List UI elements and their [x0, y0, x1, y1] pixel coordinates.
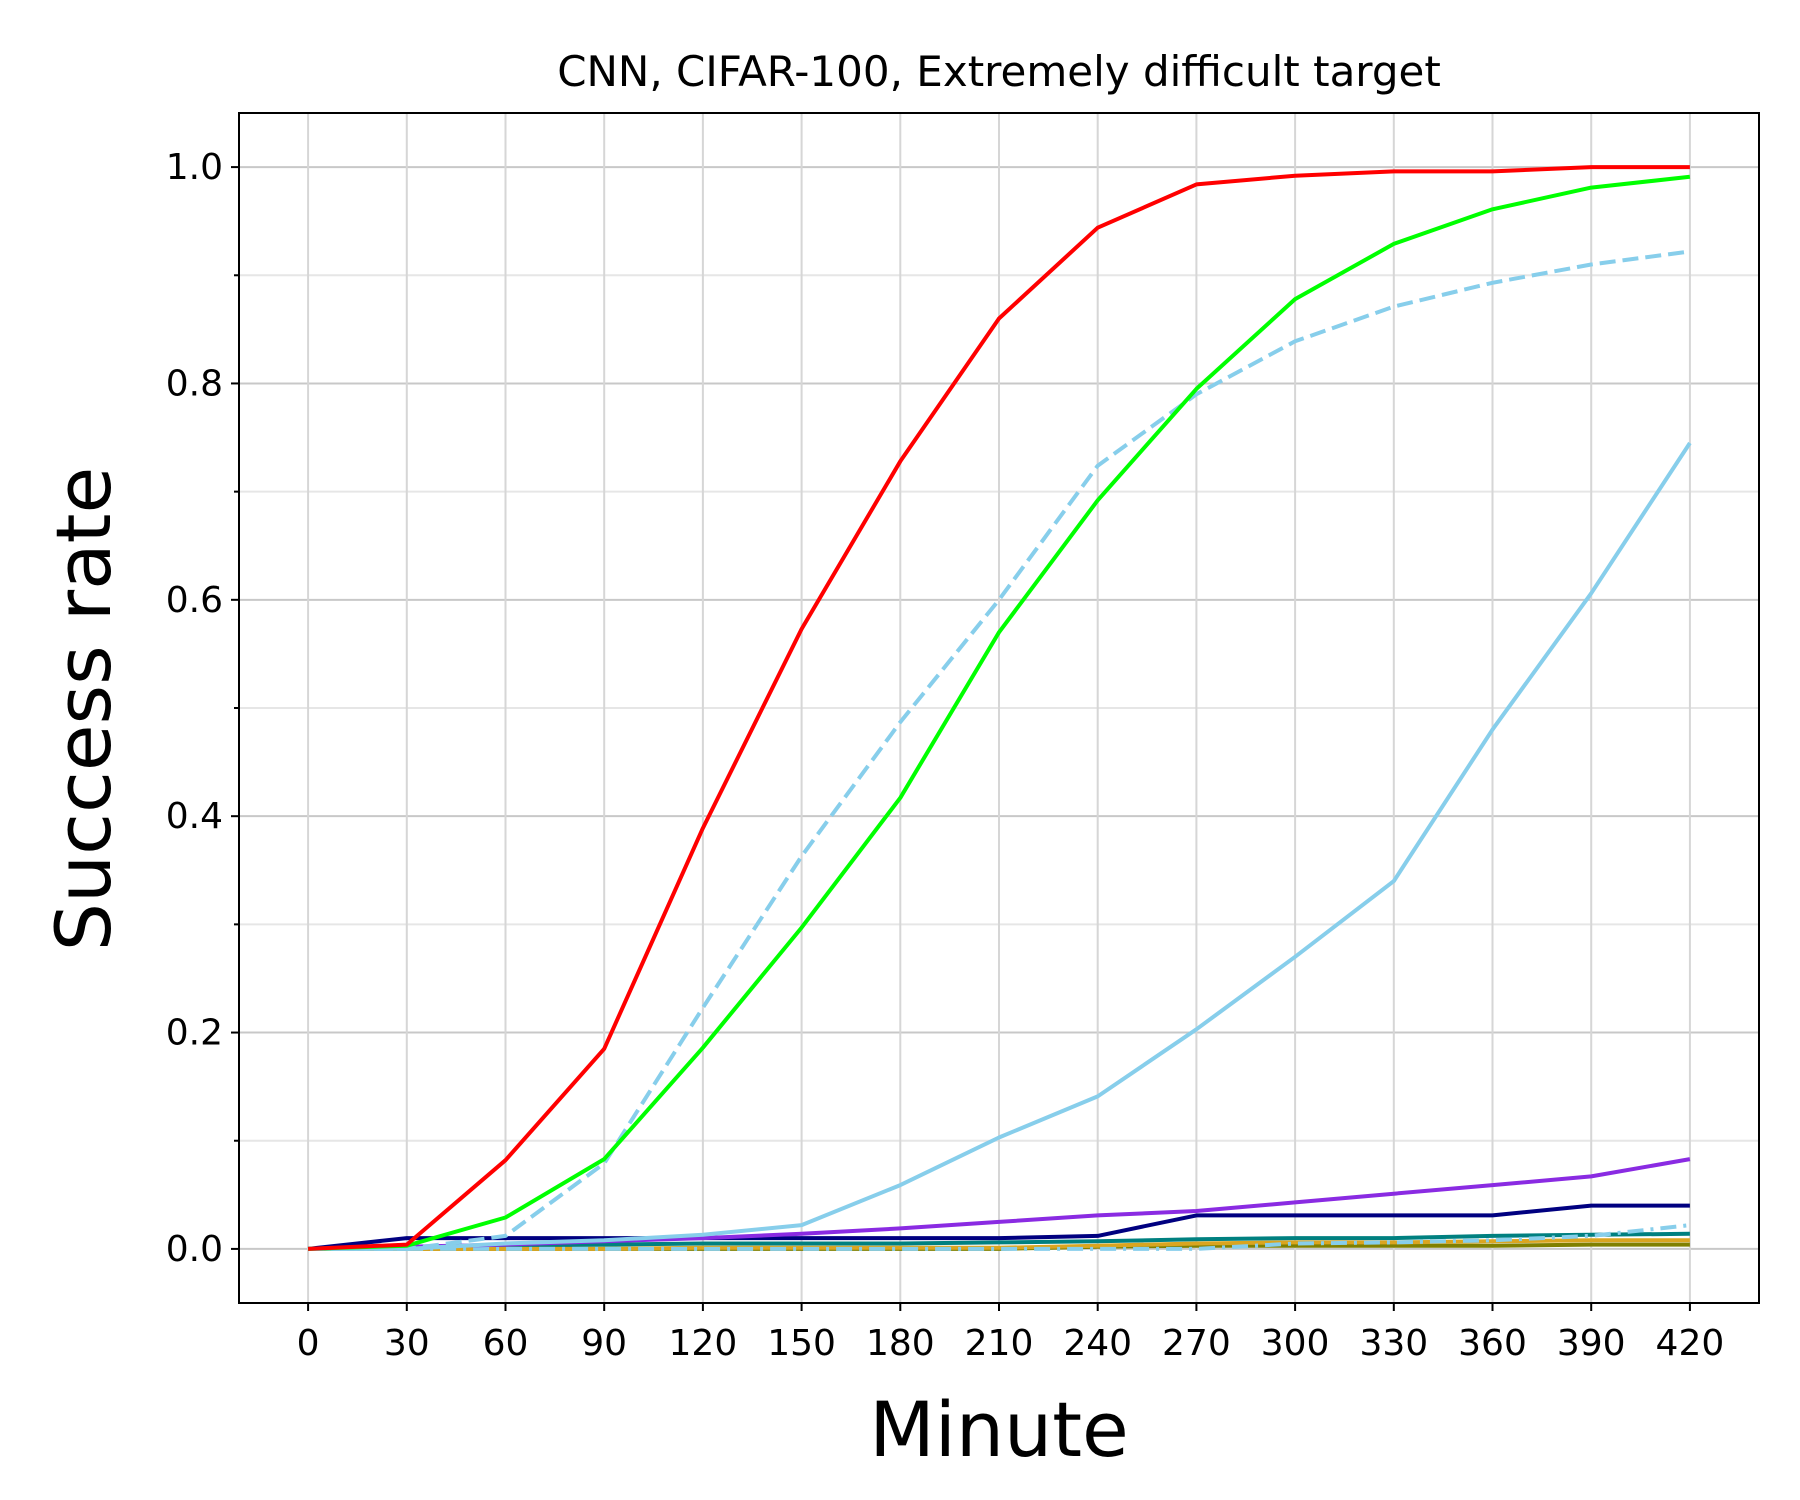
x-tick-label: 0 [297, 1323, 320, 1364]
series-line-red [308, 165, 1690, 1251]
series-lines [307, 165, 1692, 1251]
y-tick-label: 0.8 [166, 363, 223, 404]
grid [239, 113, 1759, 1303]
series-line-lime [308, 174, 1691, 1251]
x-tick-label: 180 [866, 1323, 935, 1364]
x-tick-label: 330 [1359, 1323, 1428, 1364]
axis-ticks: 0 30 60 90 120 150 180 210 240 270 300 330 360 390 420… [166, 147, 1725, 1364]
y-axis-label: Success rate [39, 467, 128, 951]
y-tick-label: 0.6 [166, 580, 223, 621]
x-tick-label: 240 [1063, 1323, 1132, 1364]
x-tick-label: 60 [483, 1323, 529, 1364]
y-tick-label: 0.4 [166, 796, 223, 837]
y-tick-label: 1.0 [166, 147, 223, 188]
series-line-goldenrod [308, 1238, 1690, 1251]
y-tick-label: 0.0 [166, 1229, 223, 1270]
chart-title: CNN, CIFAR-100, Extremely difficult targ… [557, 47, 1441, 96]
y-tick-label: 0.2 [166, 1013, 223, 1054]
x-tick-label: 360 [1458, 1323, 1527, 1364]
series-line-navy [307, 1203, 1690, 1251]
series-line-skyblue-solid [308, 441, 1692, 1251]
x-tick-label: 300 [1261, 1323, 1330, 1364]
x-tick-label: 420 [1656, 1323, 1725, 1364]
x-tick-label: 150 [767, 1323, 836, 1364]
x-tick-label: 120 [669, 1323, 738, 1364]
x-axis-label: Minute [869, 1385, 1129, 1474]
x-tick-label: 390 [1557, 1323, 1626, 1364]
x-tick-label: 30 [384, 1323, 430, 1364]
x-tick-label: 270 [1162, 1323, 1231, 1364]
series-line-skyblue-dashed [308, 249, 1691, 1251]
x-tick-label: 210 [965, 1323, 1034, 1364]
x-tick-label: 90 [581, 1323, 627, 1364]
